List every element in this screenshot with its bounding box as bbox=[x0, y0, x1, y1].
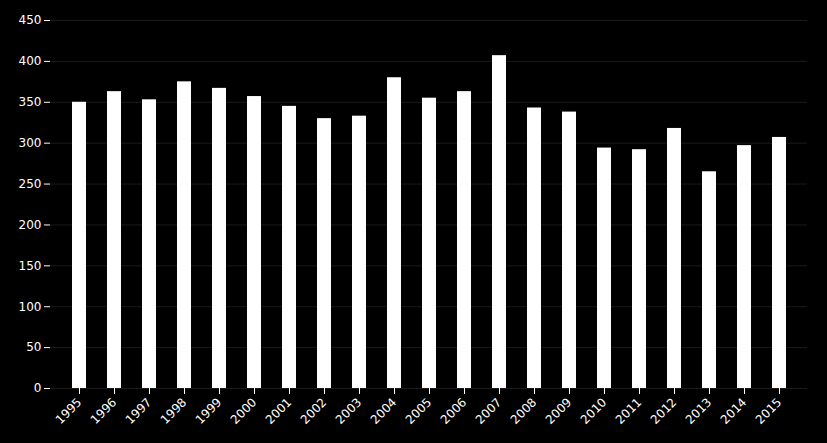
svg-text:1999: 1999 bbox=[193, 395, 224, 426]
svg-text:2012: 2012 bbox=[648, 395, 679, 426]
svg-text:50: 50 bbox=[26, 340, 41, 354]
svg-text:2009: 2009 bbox=[543, 395, 574, 426]
svg-text:450: 450 bbox=[19, 13, 42, 27]
svg-text:2008: 2008 bbox=[508, 395, 539, 426]
svg-text:2003: 2003 bbox=[333, 395, 364, 426]
svg-text:2007: 2007 bbox=[473, 395, 504, 426]
svg-text:2001: 2001 bbox=[263, 395, 294, 426]
svg-text:400: 400 bbox=[19, 54, 42, 68]
svg-text:2000: 2000 bbox=[228, 395, 259, 426]
svg-text:100: 100 bbox=[19, 300, 42, 314]
svg-text:150: 150 bbox=[19, 259, 42, 273]
svg-text:2013: 2013 bbox=[683, 395, 714, 426]
svg-text:0: 0 bbox=[34, 381, 42, 395]
svg-text:2015: 2015 bbox=[753, 395, 784, 426]
svg-text:1995: 1995 bbox=[53, 395, 84, 426]
svg-text:2002: 2002 bbox=[298, 395, 329, 426]
svg-text:2010: 2010 bbox=[578, 395, 609, 426]
svg-text:2014: 2014 bbox=[718, 395, 749, 426]
svg-text:350: 350 bbox=[19, 95, 42, 109]
svg-text:2005: 2005 bbox=[403, 395, 434, 426]
svg-text:1998: 1998 bbox=[158, 395, 189, 426]
svg-text:2006: 2006 bbox=[438, 395, 469, 426]
svg-text:250: 250 bbox=[19, 177, 42, 191]
svg-text:2004: 2004 bbox=[368, 395, 399, 426]
svg-text:1997: 1997 bbox=[123, 395, 154, 426]
svg-text:1996: 1996 bbox=[88, 395, 119, 426]
svg-text:300: 300 bbox=[19, 136, 42, 150]
svg-text:200: 200 bbox=[19, 218, 42, 232]
svg-text:2011: 2011 bbox=[613, 395, 644, 426]
